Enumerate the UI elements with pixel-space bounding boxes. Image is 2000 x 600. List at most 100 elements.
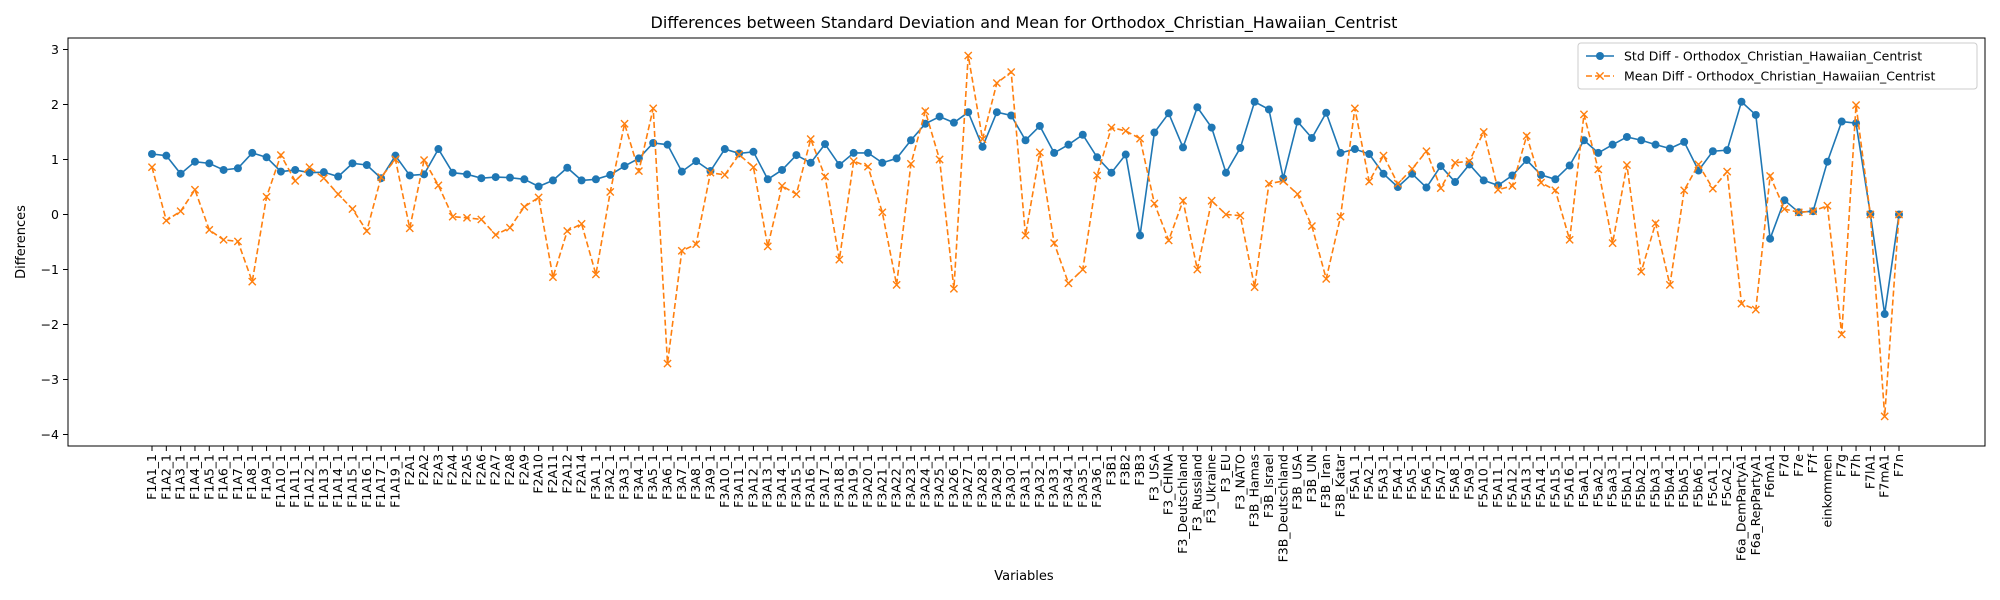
legend-label-1: Std Diff - Orthodox_Christian_Hawaiian_C…: [1624, 49, 1922, 64]
x-tick-label: F3A25_1: [932, 454, 947, 508]
x-tick-label: F3A12_1: [745, 454, 760, 508]
x-tick-label: F3B_Katar: [1333, 453, 1348, 517]
data-point-mean: [147, 163, 157, 172]
data-point-mean: [1737, 299, 1746, 308]
x-tick-label: F3B2: [1118, 454, 1133, 486]
y-tick-label: −1: [41, 262, 59, 277]
data-point-mean: [849, 157, 858, 166]
data-point-std: [1107, 168, 1116, 177]
x-tick-label: F3_CHINA: [1161, 454, 1176, 516]
x-tick-label: F3_Ukraine: [1204, 454, 1219, 524]
data-point-std: [1422, 183, 1431, 192]
x-tick-label: F5A4_1: [1390, 454, 1405, 500]
data-point-mean: [1436, 184, 1445, 193]
data-point-std: [1551, 175, 1560, 184]
data-point-mean: [205, 225, 214, 234]
data-point-std: [1093, 153, 1102, 162]
data-point-std: [291, 165, 300, 174]
data-point-std: [1322, 108, 1331, 117]
data-point-mean: [706, 168, 715, 177]
data-point-std: [1608, 140, 1617, 149]
x-tick-label: F5A12_1: [1504, 454, 1519, 508]
data-point-mean: [1508, 181, 1517, 190]
x-tick-label: F3A36_1: [1089, 454, 1104, 508]
x-tick-label: F5cA2_1: [1719, 454, 1734, 507]
x-tick-label: F2A5: [459, 454, 474, 486]
x-tick-label: F1A13_1: [316, 454, 331, 508]
data-point-std: [205, 159, 214, 168]
x-tick-label: F2A11: [545, 454, 560, 494]
data-point-mean: [448, 212, 457, 221]
x-tick-label: F3A29_1: [989, 454, 1004, 508]
data-point-mean: [878, 208, 887, 217]
data-point-mean: [1408, 164, 1417, 173]
x-tick-label: F7lA1: [1862, 454, 1877, 489]
x-tick-label: F3A7_1: [674, 454, 689, 500]
data-point-std: [262, 153, 271, 162]
x-tick-label: F3A23_1: [903, 454, 918, 508]
data-point-std: [1279, 174, 1288, 183]
data-point-std: [1336, 148, 1345, 157]
x-tick-label: F5A9_1: [1461, 454, 1476, 500]
x-tick-label: F5aA1_1: [1576, 454, 1591, 508]
data-point-std: [520, 175, 529, 184]
x-tick-label: F3A24_1: [917, 454, 932, 508]
data-point-mean: [1150, 199, 1159, 208]
data-point-std: [806, 158, 815, 167]
x-tick-label: F3_USA: [1146, 454, 1161, 502]
x-tick-label: F7mA1: [1877, 454, 1892, 498]
data-point-mean: [1808, 207, 1818, 216]
x-tick-label: F3A27_1: [960, 454, 975, 508]
data-point-std: [248, 148, 257, 157]
data-point-std: [892, 154, 901, 163]
x-tick-label: F1A2_1: [158, 454, 173, 500]
data-point-mean: [477, 215, 486, 224]
data-point-std: [563, 163, 572, 172]
data-point-std: [1293, 117, 1302, 126]
data-point-mean: [434, 181, 443, 190]
data-point-mean: [1866, 210, 1875, 219]
y-tick-label: −3: [41, 372, 59, 387]
data-point-std: [978, 142, 987, 151]
data-point-std: [348, 159, 357, 168]
data-point-std: [1264, 105, 1273, 114]
data-point-mean: [863, 162, 873, 171]
x-tick-label: F7n: [1891, 454, 1906, 477]
data-point-mean: [1093, 171, 1102, 180]
x-tick-label: F2A12: [559, 454, 574, 494]
data-point-std: [677, 167, 686, 176]
x-tick-label: F2A2: [416, 454, 431, 486]
data-point-mean: [162, 216, 171, 225]
data-point-mean: [1365, 177, 1374, 186]
data-point-std: [1537, 170, 1546, 179]
y-tick-label: 3: [51, 42, 59, 57]
data-point-mean: [1393, 179, 1402, 188]
data-point-mean: [520, 202, 529, 211]
data-point-std: [448, 168, 457, 177]
data-point-std: [591, 175, 600, 184]
x-tick-label: F3A10_1: [717, 454, 732, 508]
x-tick-label: F5A5_1: [1404, 454, 1419, 500]
plot-frame: [67, 37, 1986, 447]
data-point-mean: [1193, 265, 1202, 274]
y-tick-label: −2: [41, 317, 59, 332]
data-point-mean: [1307, 221, 1316, 231]
x-tick-label: F6a_RepPartyA1: [1748, 454, 1763, 555]
data-point-std: [992, 108, 1001, 117]
y-tick-label: −4: [41, 427, 59, 442]
x-tick-label: F3A5_1: [645, 454, 660, 500]
x-tick-label: F7g: [1834, 454, 1849, 477]
data-point-std: [477, 174, 486, 183]
data-point-std: [921, 119, 930, 128]
data-point-std: [1622, 132, 1631, 141]
data-point-mean: [964, 51, 973, 60]
data-point-mean: [792, 190, 801, 199]
x-tick-label: F3A4_1: [631, 454, 646, 500]
x-tick-label: F3A17_1: [817, 454, 832, 508]
x-tick-label: F3A30_1: [1003, 454, 1018, 508]
x-tick-label: F1A19_1: [387, 454, 402, 508]
data-point-mean: [806, 135, 815, 144]
y-tick-label: 0: [51, 207, 59, 222]
data-point-std: [1164, 109, 1173, 118]
data-point-std: [1594, 148, 1603, 157]
